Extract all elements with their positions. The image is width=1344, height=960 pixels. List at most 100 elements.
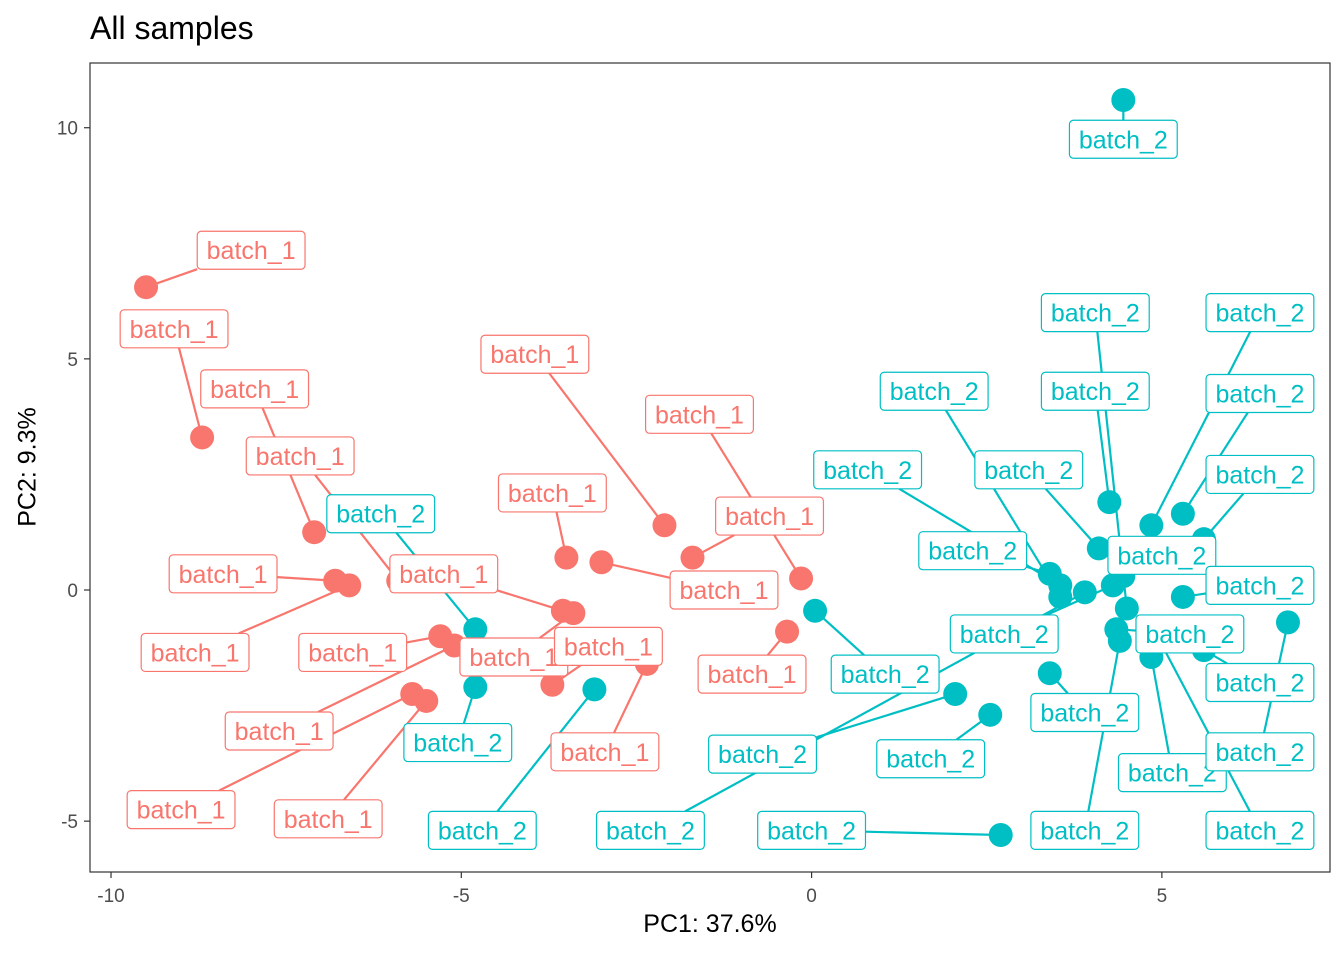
label-box	[879, 371, 989, 411]
label-text: batch_2	[1040, 817, 1129, 845]
point-label: batch_2	[1117, 753, 1227, 793]
label-box	[876, 739, 986, 779]
point-label: batch_2	[1040, 371, 1150, 411]
point-label: batch_1	[697, 654, 807, 694]
data-point	[561, 601, 586, 626]
label-box	[830, 654, 940, 694]
label-box	[715, 496, 825, 536]
data-point	[190, 425, 215, 450]
label-text: batch_2	[1128, 760, 1217, 788]
point-label: batch_2	[1205, 293, 1315, 333]
leader-line	[496, 688, 596, 813]
leader-line	[177, 347, 204, 438]
data-point	[1097, 490, 1122, 515]
point-label: batch_2	[830, 654, 940, 694]
data-point	[582, 677, 607, 702]
label-box	[168, 554, 278, 594]
point-label: batch_2	[1205, 810, 1315, 850]
label-box	[403, 722, 513, 763]
label-text: batch_1	[560, 739, 649, 767]
x-tick-label: 0	[806, 886, 817, 907]
leader-line	[317, 644, 455, 713]
point-label: batch_1	[168, 554, 278, 594]
point-label: batch_1	[497, 473, 607, 513]
label-box	[1205, 565, 1315, 605]
point-label: batch_1	[224, 711, 334, 751]
label-box	[200, 369, 310, 409]
leader-line	[1044, 488, 1100, 550]
label-text: batch_2	[413, 730, 502, 758]
label-box	[1205, 293, 1315, 333]
label-box	[1205, 662, 1315, 703]
data-point	[589, 550, 614, 575]
data-point	[1170, 501, 1195, 526]
label-text: batch_2	[1051, 300, 1140, 328]
point-label: batch_1	[480, 334, 590, 374]
label-box	[1030, 692, 1140, 733]
point-label: batch_1	[669, 570, 779, 610]
point-label: batch_1	[298, 632, 408, 673]
point-label: batch_2	[1068, 119, 1178, 159]
label-text: batch_1	[708, 661, 797, 689]
data-point	[1072, 580, 1097, 605]
point-label: batch_2	[974, 450, 1084, 490]
data-point	[680, 545, 705, 570]
data-point	[1170, 584, 1195, 609]
point-label: batch_2	[757, 810, 867, 850]
point-label: batch_2	[595, 810, 705, 850]
label-box	[949, 614, 1059, 654]
leader-line	[1153, 631, 1251, 812]
point-label: batch_2	[1205, 662, 1315, 703]
point-label: batch_2	[918, 531, 1028, 571]
point-label: batch_2	[326, 494, 436, 534]
leader-line	[1096, 410, 1111, 503]
label-text: batch_2	[438, 817, 527, 845]
data-point	[1111, 87, 1136, 112]
leader-line	[1150, 656, 1170, 754]
point-label: batch_2	[1107, 535, 1217, 575]
leader-line	[1150, 331, 1252, 526]
label-box	[1117, 753, 1227, 793]
leader-line	[548, 372, 666, 526]
label-box	[918, 531, 1028, 571]
label-box	[1205, 454, 1315, 495]
point-label: batch_1	[140, 632, 250, 673]
label-box	[224, 711, 334, 751]
label-text: batch_2	[984, 457, 1073, 485]
label-text: batch_1	[235, 718, 324, 746]
label-box	[140, 632, 250, 673]
leader-line	[613, 663, 648, 734]
label-box	[1135, 614, 1245, 654]
data-point	[463, 617, 488, 642]
label-box	[708, 734, 818, 774]
label-box	[273, 799, 383, 839]
label-text: batch_1	[151, 639, 240, 667]
data-point	[1275, 610, 1300, 635]
point-label: batch_2	[1030, 692, 1140, 733]
label-box	[497, 473, 607, 513]
label-text: batch_2	[841, 661, 930, 689]
label-text: batch_2	[823, 457, 912, 485]
label-text: batch_2	[1215, 300, 1304, 328]
label-text: batch_2	[1215, 739, 1304, 767]
point-labels: batch_1batch_1batch_1batch_1batch_1batch…	[119, 119, 1315, 850]
label-box	[326, 494, 436, 534]
point-label: batch_2	[403, 722, 513, 763]
label-box	[669, 570, 779, 610]
data-point	[803, 598, 828, 623]
y-tick-label: 0	[67, 581, 78, 602]
label-text: batch_1	[210, 376, 299, 404]
point-label: batch_1	[196, 230, 306, 270]
data-point	[775, 619, 800, 644]
point-label: batch_1	[389, 554, 499, 594]
point-label: batch_1	[553, 626, 663, 667]
label-text: batch_2	[1215, 817, 1304, 845]
data-point	[978, 702, 1003, 727]
label-text: batch_2	[1215, 461, 1304, 489]
data-point	[943, 682, 968, 707]
label-text: batch_1	[490, 341, 579, 369]
label-text: batch_1	[179, 561, 268, 589]
y-tick-label: -5	[61, 812, 78, 833]
leader-line	[343, 700, 428, 801]
label-text: batch_2	[718, 741, 807, 769]
